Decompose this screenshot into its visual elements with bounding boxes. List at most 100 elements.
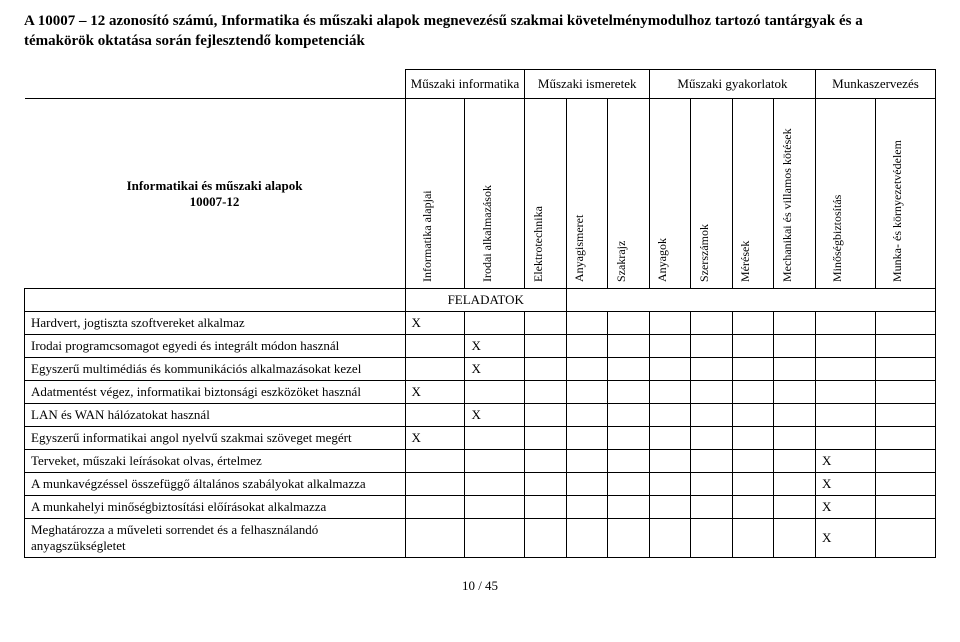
cell	[525, 381, 567, 404]
row-label: Hardvert, jogtiszta szoftvereket alkalma…	[25, 312, 406, 335]
cell: X	[815, 473, 875, 496]
cell	[525, 427, 567, 450]
cell	[405, 358, 465, 381]
row-label: Egyszerű informatikai angol nyelvű szakm…	[25, 427, 406, 450]
cell	[732, 335, 774, 358]
cell	[774, 496, 816, 519]
cell	[649, 519, 691, 558]
cell	[732, 381, 774, 404]
cell	[815, 358, 875, 381]
row-label: Terveket, műszaki leírásokat olvas, érte…	[25, 450, 406, 473]
cell: X	[815, 450, 875, 473]
cell	[649, 358, 691, 381]
module-label-text: Informatikai és műszaki alapok10007-12	[127, 178, 303, 209]
row-label: Egyszerű multimédiás és kommunikációs al…	[25, 358, 406, 381]
page-title: A 10007 – 12 azonosító számú, Informatik…	[24, 12, 936, 51]
cell	[608, 358, 650, 381]
cell	[566, 404, 608, 427]
cell	[566, 496, 608, 519]
cell	[815, 312, 875, 335]
cell	[691, 312, 733, 335]
cell	[525, 519, 567, 558]
col-header: Anyagismeret	[566, 99, 608, 289]
cell	[691, 519, 733, 558]
cell: X	[405, 427, 465, 450]
col-header: Minőségbiztosítás	[815, 99, 875, 289]
cell	[875, 358, 935, 381]
cell	[774, 450, 816, 473]
cell	[732, 427, 774, 450]
group-header: Munkaszervezés	[815, 70, 935, 99]
table-row: LAN és WAN hálózatokat használ X	[25, 404, 936, 427]
cell	[875, 312, 935, 335]
cell	[649, 496, 691, 519]
table-row: Terveket, műszaki leírásokat olvas, érte…	[25, 450, 936, 473]
cell	[465, 519, 525, 558]
col-header: Szerszámok	[691, 99, 733, 289]
cell	[566, 358, 608, 381]
cell	[465, 312, 525, 335]
cell	[774, 358, 816, 381]
cell	[649, 427, 691, 450]
cell	[691, 450, 733, 473]
cell	[608, 427, 650, 450]
cell	[405, 519, 465, 558]
cell	[691, 496, 733, 519]
table-row: Meghatározza a műveleti sorrendet és a f…	[25, 519, 936, 558]
col-header: Munka- és környezetvédelem	[875, 99, 935, 289]
cell	[525, 450, 567, 473]
cell: X	[465, 335, 525, 358]
blank-cell	[566, 289, 935, 312]
cell	[774, 335, 816, 358]
cell	[774, 519, 816, 558]
cell	[566, 473, 608, 496]
table-row: A munkahelyi minőségbiztosítási előíráso…	[25, 496, 936, 519]
cell	[525, 312, 567, 335]
group-header: Műszaki informatika	[405, 70, 525, 99]
cell	[465, 496, 525, 519]
cell	[875, 473, 935, 496]
cell	[649, 473, 691, 496]
cell	[525, 358, 567, 381]
page-number: 10 / 45	[24, 578, 936, 594]
row-label: LAN és WAN hálózatokat használ	[25, 404, 406, 427]
table-row: Egyszerű multimédiás és kommunikációs al…	[25, 358, 936, 381]
cell	[732, 404, 774, 427]
cell	[691, 427, 733, 450]
cell	[566, 519, 608, 558]
cell	[774, 427, 816, 450]
cell	[774, 312, 816, 335]
row-label: Adatmentést végez, informatikai biztonsá…	[25, 381, 406, 404]
cell	[608, 496, 650, 519]
cell	[691, 404, 733, 427]
cell: X	[405, 312, 465, 335]
blank-cell	[25, 289, 406, 312]
cell	[732, 358, 774, 381]
cell	[649, 335, 691, 358]
cell	[608, 473, 650, 496]
cell	[649, 450, 691, 473]
cell	[608, 312, 650, 335]
cell	[774, 473, 816, 496]
cell	[875, 335, 935, 358]
group-header: Műszaki ismeretek	[525, 70, 650, 99]
cell	[815, 427, 875, 450]
cell	[815, 404, 875, 427]
cell: X	[815, 519, 875, 558]
cell	[525, 496, 567, 519]
group-header: Műszaki gyakorlatok	[649, 70, 815, 99]
cell	[566, 312, 608, 335]
cell	[608, 519, 650, 558]
table-row: Irodai programcsomagot egyedi és integrá…	[25, 335, 936, 358]
cell	[732, 312, 774, 335]
cell	[875, 519, 935, 558]
section-header: FELADATOK	[405, 289, 566, 312]
col-header: Anyagok	[649, 99, 691, 289]
cell	[732, 473, 774, 496]
col-header: Mechanikai és villamos kötések	[774, 99, 816, 289]
cell	[465, 381, 525, 404]
cell	[405, 335, 465, 358]
cell	[608, 381, 650, 404]
cell	[774, 404, 816, 427]
cell	[465, 473, 525, 496]
